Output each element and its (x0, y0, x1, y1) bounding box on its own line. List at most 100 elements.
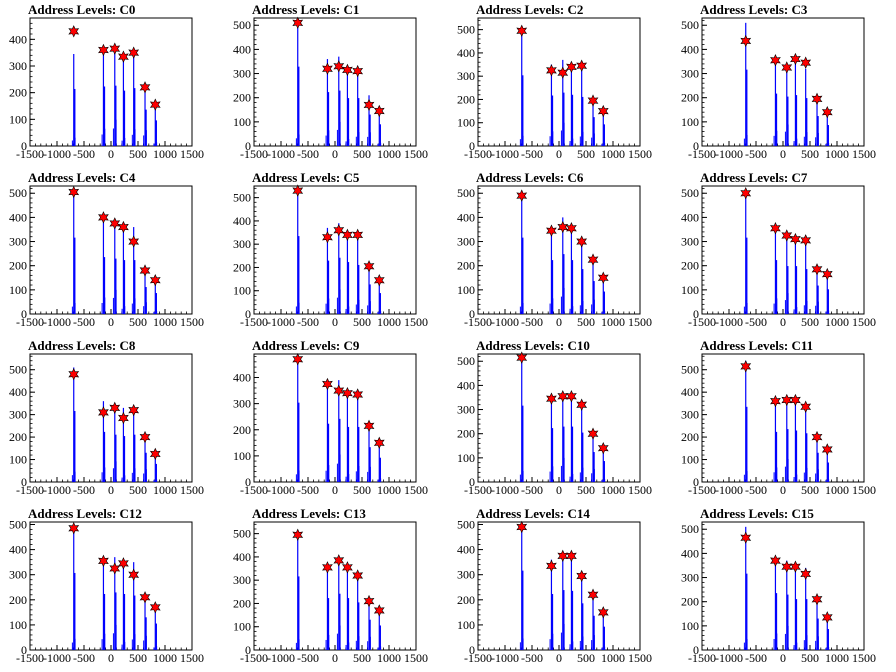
y-tick-label: 100 (681, 453, 699, 467)
y-tick-label: 0 (245, 139, 251, 153)
y-tick-label: 400 (9, 32, 27, 46)
chart-svg: Address Levels: C10 0 100 200 300 400 500 -1500… (457, 338, 652, 497)
plot-frame (253, 353, 417, 483)
plot-frame (477, 17, 641, 147)
y-tick-label: 300 (457, 235, 475, 249)
y-tick-label: 200 (457, 259, 475, 273)
y-tick-label: 400 (233, 42, 251, 56)
y-tick-label: 100 (9, 453, 27, 467)
peak-marker (790, 232, 801, 246)
peak-marker (118, 411, 129, 425)
y-tick-label: 500 (233, 18, 251, 32)
chart-panel: Address Levels: C2 0 100 200 300 400 500 -1500-… (448, 0, 672, 168)
x-tick-label: -1500 (464, 147, 492, 161)
y-tick-label: 400 (681, 385, 699, 399)
peak-marker (109, 217, 121, 230)
y-tick-label: 300 (9, 408, 27, 422)
x-tick-label: -1500 (16, 147, 44, 161)
y-tick-label: 500 (681, 186, 699, 200)
x-tick-label: 1500 (852, 483, 876, 497)
peak-marker (363, 594, 375, 608)
y-tick-label: 200 (9, 593, 27, 607)
y-tick-label: 500 (457, 23, 475, 37)
peak-marker (68, 522, 80, 535)
y-tick-label: 100 (681, 619, 699, 633)
peak-marker (546, 224, 557, 237)
x-tick-label: 0 (108, 315, 114, 329)
x-tick-label: 500 (801, 147, 819, 161)
peak-marker (352, 388, 364, 401)
y-tick-label: 200 (233, 423, 251, 437)
x-tick-label: -500 (745, 147, 767, 161)
y-tick-label: 400 (457, 378, 475, 392)
chart-svg: Address Levels: C11 0 100 200 300 400 500 -1500… (681, 338, 876, 497)
x-tick-label: -1500 (688, 651, 716, 665)
x-tick-label: -500 (297, 483, 319, 497)
peak-marker (149, 273, 161, 287)
x-tick-label: -1000 (43, 651, 71, 665)
peak-marker (557, 390, 569, 403)
y-tick-label: 200 (457, 92, 475, 106)
y-tick-label: 200 (233, 596, 251, 610)
peak-marker (292, 352, 304, 366)
x-tick-label: 0 (108, 147, 114, 161)
y-tick-label: 400 (681, 42, 699, 56)
y-tick-label: 300 (9, 568, 27, 582)
chart-svg: Address Levels: C14 0 100 200 300 400 500 -1500… (457, 506, 652, 665)
y-tick-label: 100 (233, 284, 251, 298)
peak-marker (740, 531, 752, 544)
y-tick-label: 0 (245, 643, 251, 657)
y-tick-label: 100 (457, 116, 475, 130)
y-tick-label: 300 (233, 67, 251, 81)
x-tick-label: 1000 (153, 483, 177, 497)
x-tick-label: 500 (353, 483, 371, 497)
plot-frame (29, 521, 193, 651)
x-tick-label: -1000 (43, 315, 71, 329)
y-tick-label: 400 (9, 385, 27, 399)
peak-marker (516, 189, 528, 202)
y-tick-label: 100 (9, 283, 27, 297)
chart-title: Address Levels: C11 (700, 338, 813, 353)
x-tick-label: 1000 (825, 651, 849, 665)
x-tick-label: -500 (73, 315, 95, 329)
y-tick-label: 500 (9, 186, 27, 200)
chart-panel: Address Levels: C10 0 100 200 300 400 500 -1500… (448, 336, 672, 504)
y-tick-label: 100 (9, 618, 27, 632)
y-tick-label: 300 (681, 67, 699, 81)
y-tick-label: 100 (233, 449, 251, 463)
x-tick-label: -1000 (491, 147, 519, 161)
peak-marker (576, 398, 588, 411)
x-tick-label: 1500 (852, 651, 876, 665)
x-tick-label: 0 (108, 651, 114, 665)
x-tick-label: 1500 (628, 651, 652, 665)
x-tick-label: -500 (297, 315, 319, 329)
peak-marker (576, 569, 588, 583)
x-tick-label: -1500 (464, 483, 492, 497)
x-tick-label: -500 (521, 483, 543, 497)
y-tick-label: 500 (457, 186, 475, 200)
peak-marker (118, 557, 129, 570)
peak-marker (139, 591, 151, 604)
chart-svg: Address Levels: C12 0 100 200 300 400 500 -1500… (9, 506, 204, 665)
y-tick-label: 200 (233, 260, 251, 274)
peak-marker (516, 351, 528, 364)
x-tick-label: 500 (129, 147, 147, 161)
chart-panel: Address Levels: C6 0 100 200 300 400 500 -1500-… (448, 168, 672, 336)
y-tick-label: 0 (469, 475, 475, 489)
plot-frame (253, 521, 417, 651)
x-tick-label: 1500 (852, 315, 876, 329)
chart-panel: Address Levels: C5 0 100 200 300 400 500 -1500-… (224, 168, 448, 336)
chart-title: Address Levels: C9 (252, 338, 360, 353)
x-tick-label: -500 (745, 651, 767, 665)
chart-title: Address Levels: C10 (476, 338, 590, 353)
peak-marker (587, 253, 599, 266)
peak-marker (363, 260, 375, 273)
x-tick-label: 1500 (404, 651, 428, 665)
peak-marker (597, 606, 609, 619)
x-tick-label: -1500 (16, 651, 44, 665)
peak-marker (811, 593, 823, 606)
plot-frame (29, 17, 193, 147)
peak-marker (292, 16, 304, 30)
x-tick-label: 1000 (825, 483, 849, 497)
peak-marker (566, 60, 577, 74)
